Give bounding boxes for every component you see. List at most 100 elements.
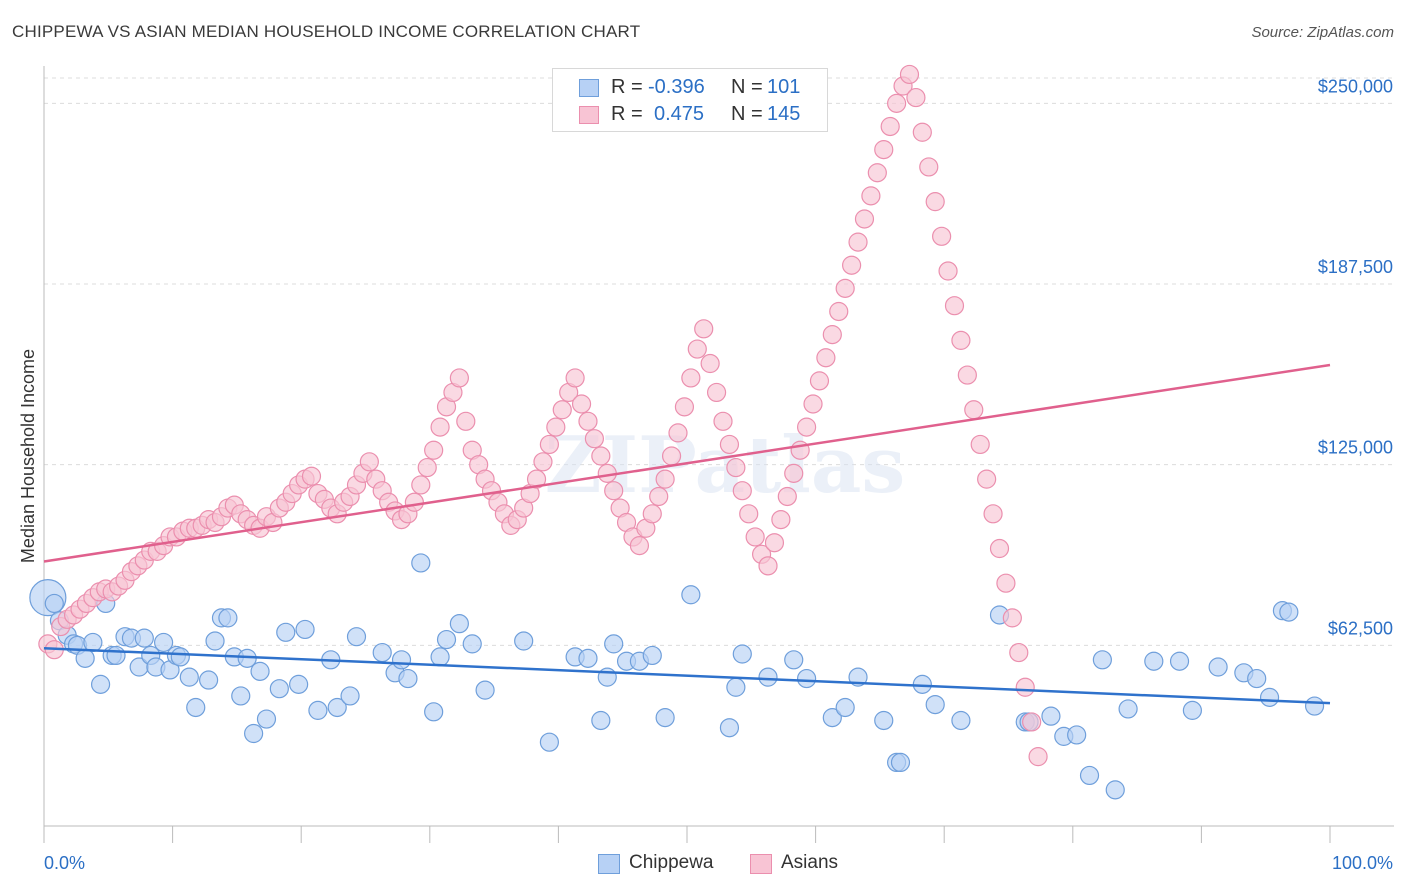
asians-point [835, 278, 855, 298]
chippewa-point [874, 710, 894, 731]
x-tick-label-end: 100.0% [1332, 853, 1393, 873]
asians-point [822, 325, 842, 345]
chippewa-point [681, 585, 701, 605]
asians-point [784, 463, 804, 483]
chippewa-point [822, 708, 842, 728]
chippewa-point [327, 697, 347, 718]
asians-point [758, 556, 778, 576]
chippewa-point [75, 648, 95, 668]
asians-point [989, 538, 1010, 559]
chippewa-point [244, 723, 264, 744]
asians-point [970, 434, 990, 455]
asians-point [694, 319, 714, 339]
chippewa-point [719, 718, 740, 738]
source-label: Source: ZipAtlas.com [1251, 24, 1394, 41]
chippewa-point [199, 670, 219, 690]
asians-point [944, 296, 965, 316]
chippewa-point [205, 631, 225, 651]
chippewa-point [925, 694, 945, 715]
chippewa-point [1182, 700, 1202, 720]
y-tick-label: $125,000 [1318, 438, 1393, 458]
asians-point [803, 394, 823, 414]
chippewa-point [1041, 706, 1061, 726]
chippewa-point [796, 668, 817, 689]
chippewa-point [890, 752, 911, 773]
chippewa-point [276, 622, 296, 642]
asians-trend-line [43, 363, 1331, 563]
chippewa-trend-line [43, 646, 1331, 705]
chippewa-point [340, 686, 360, 706]
asians-point [957, 365, 977, 385]
y-axis-label: Median Household Income [18, 349, 38, 563]
asians-point [1009, 642, 1029, 663]
chippewa-point [346, 627, 367, 647]
chippewa-swatch [579, 79, 599, 97]
asians-point [571, 394, 592, 414]
chippewa-point [398, 668, 418, 689]
y-tick-label: $187,500 [1318, 257, 1393, 277]
chippewa-point [153, 632, 174, 653]
n-label: N = [731, 76, 763, 98]
asians-point [880, 116, 900, 137]
chippewa-point [295, 619, 315, 640]
asians-point [591, 446, 611, 466]
asians-point [796, 417, 817, 437]
asians-point [745, 527, 765, 547]
chippewa-point [604, 634, 624, 654]
chippewa-point [475, 680, 495, 700]
asians-point [932, 226, 952, 246]
chippewa-point [90, 674, 111, 694]
asians-point [700, 353, 720, 374]
chippewa-point [1208, 657, 1228, 677]
asians-point [604, 481, 624, 501]
chippewa-point [436, 629, 457, 650]
asians-point [726, 457, 746, 478]
chippewa-point [1144, 651, 1164, 671]
asians-point [642, 504, 662, 524]
asians-point [874, 140, 894, 160]
asians-point [359, 452, 379, 472]
chippewa-point [391, 650, 412, 670]
chippewa-point [591, 710, 611, 731]
n-label: N = [731, 103, 763, 125]
asians-point [719, 434, 740, 455]
chippewa-point [1279, 602, 1299, 622]
chippewa-point [44, 593, 64, 614]
asians-point [1028, 747, 1048, 767]
chippewa-point [308, 700, 328, 720]
asians-point [764, 533, 785, 553]
asians-point [938, 261, 958, 281]
chippewa-point [218, 608, 238, 628]
chippewa-point [784, 650, 804, 670]
asians-point [706, 382, 727, 403]
asians-point [655, 469, 675, 489]
asians-point [925, 192, 945, 212]
chippewa-point [424, 702, 444, 722]
asians-point [1002, 608, 1022, 628]
asians-point [649, 486, 669, 507]
r-label: R = [611, 103, 643, 125]
chart-title: CHIPPEWA VS ASIAN MEDIAN HOUSEHOLD INCOM… [12, 22, 641, 41]
asians-point [771, 509, 791, 530]
chippewa-point [1247, 668, 1267, 689]
chippewa-point [1105, 780, 1125, 800]
asians-point [951, 330, 971, 350]
chippewa-point [1079, 765, 1100, 786]
asians-point [713, 411, 733, 431]
chippewa-point [758, 667, 778, 687]
r-label: R = [611, 76, 643, 98]
chippewa-point [642, 645, 662, 666]
asians-point [449, 368, 469, 388]
asians-point [912, 122, 932, 142]
asians-point [424, 440, 444, 460]
asians-point [848, 232, 868, 252]
chippewa-swatch [598, 854, 620, 874]
n-value: 145 [767, 103, 801, 125]
chippewa-point [1304, 696, 1325, 716]
asians-point [809, 371, 830, 391]
chippewa-point [106, 645, 126, 666]
asians-point [546, 417, 566, 437]
legend-label-asians: Asians [781, 852, 839, 873]
chippewa-point [179, 667, 199, 687]
